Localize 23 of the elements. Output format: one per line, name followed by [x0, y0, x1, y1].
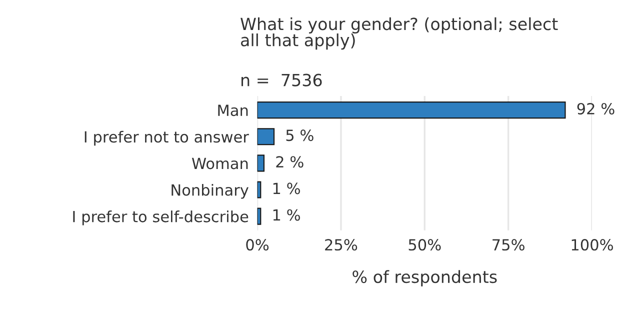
data-label: 92 % — [577, 102, 614, 115]
x-tick-label: 100% — [572, 239, 613, 251]
data-label: 5 % — [286, 130, 314, 142]
y-tick-label: I prefer not to answer — [84, 130, 249, 146]
y-tick-label: I prefer to self-describe — [73, 210, 248, 226]
bar — [257, 154, 265, 172]
bar — [257, 181, 262, 198]
x-axis-title: % of respondents — [352, 270, 497, 286]
data-label: 1 % — [273, 182, 300, 194]
y-tick-label: Man — [218, 104, 248, 116]
y-tick-label: Nonbinary — [172, 184, 248, 199]
x-tick-label: 75% — [492, 239, 524, 251]
x-tick-label: 25% — [325, 239, 358, 251]
bar — [257, 208, 262, 225]
x-tick-label: 0% — [246, 239, 269, 251]
data-label: 1 % — [273, 209, 300, 221]
data-label: 2 % — [276, 156, 304, 168]
bar — [257, 102, 566, 119]
y-tick-label: Woman — [192, 158, 248, 170]
chart-subtitle: n = 7536 — [242, 74, 322, 86]
bar — [257, 128, 275, 146]
x-tick-label: 50% — [408, 239, 441, 251]
chart-title: What is your gender? (optional; select all that apply) — [240, 17, 558, 50]
